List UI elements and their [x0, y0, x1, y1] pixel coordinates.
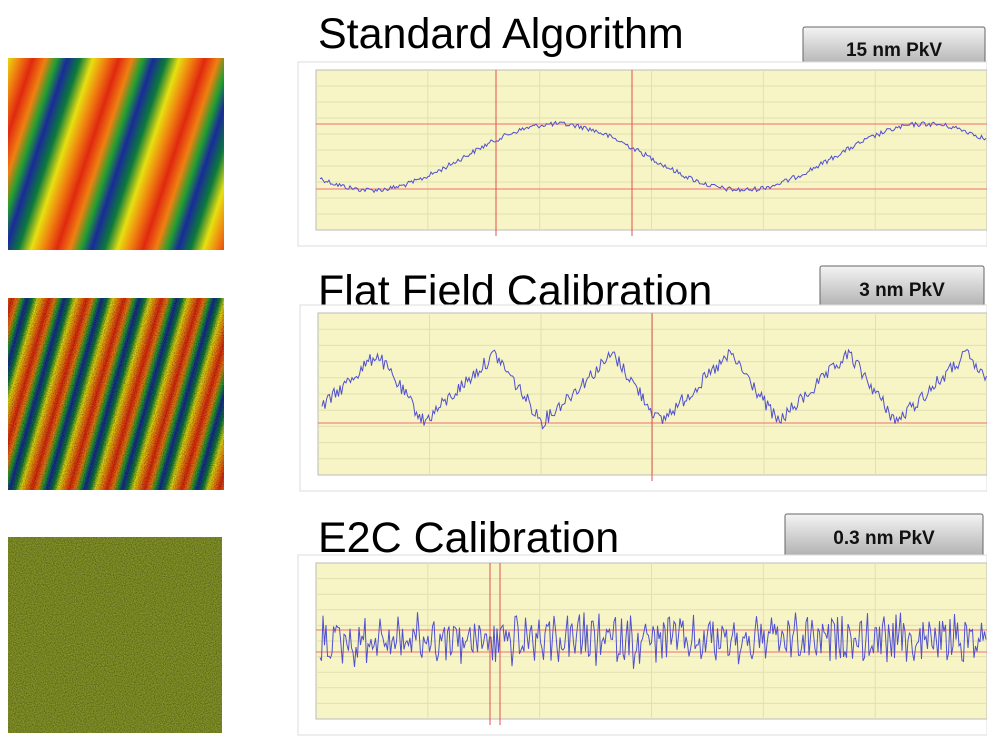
panel-title: E2C Calibration [318, 514, 619, 562]
badge-label: 0.3 nm PkV [833, 528, 935, 549]
badge-label: 3 nm PkV [859, 280, 945, 301]
plots [297, 61, 987, 736]
trace [319, 612, 987, 669]
panel-title: Standard Algorithm [318, 10, 684, 58]
trace [319, 120, 987, 194]
surface-image [8, 537, 222, 733]
fringe-image [8, 58, 224, 250]
badge-label: 15 nm PkV [846, 40, 942, 61]
trace [321, 348, 987, 430]
fringe-image [8, 298, 224, 490]
